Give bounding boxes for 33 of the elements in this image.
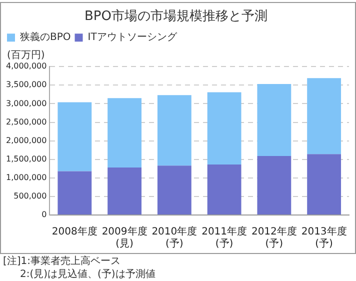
text: [注]1:事業者売上高ベース <box>3 255 122 268</box>
y-tick-label: 1,000,000 <box>6 172 47 182</box>
bar <box>108 98 142 168</box>
y-tick-label: 4,000,000 <box>6 62 47 71</box>
bar <box>157 95 192 166</box>
text: 2:(見)は見込値、(予)は予測値 <box>19 268 156 281</box>
bar <box>58 102 92 172</box>
y-tick-label: 2,500,000 <box>6 117 47 126</box>
chart-title: BPO市場の市場規模推移と予測 <box>84 9 268 24</box>
x-tick-label: 2009年度 (見) <box>102 226 148 250</box>
bar <box>58 171 92 214</box>
bar <box>257 84 292 156</box>
y-axis-title: (百万円) <box>7 50 45 62</box>
x-tick-label: 2013年度 (予) <box>301 226 347 250</box>
bar <box>207 92 242 165</box>
legend-label: 狭義のBPO <box>20 31 71 44</box>
x-tick-label: 2011年度 (予) <box>202 226 248 250</box>
bar <box>157 166 192 214</box>
bar <box>307 154 342 214</box>
x-tick-label: 2012年度 (予) <box>251 226 297 250</box>
y-tick-label: 0 <box>42 210 47 220</box>
x-tick-label: 2008年度 <box>52 226 98 238</box>
bar <box>207 164 242 214</box>
bar <box>108 168 142 214</box>
y-tick-label: 500,000 <box>14 192 47 201</box>
y-tick-label: 1,500,000 <box>6 154 47 164</box>
y-tick-label: 2,000,000 <box>6 136 47 145</box>
y-tick-label: 3,000,000 <box>6 98 47 108</box>
x-tick-label: 2010年度 (予) <box>152 226 198 250</box>
y-tick-label: 3,500,000 <box>6 80 47 90</box>
legend-label: ITアウトソーシング <box>88 32 178 44</box>
bar <box>257 156 292 214</box>
bar <box>307 78 342 154</box>
